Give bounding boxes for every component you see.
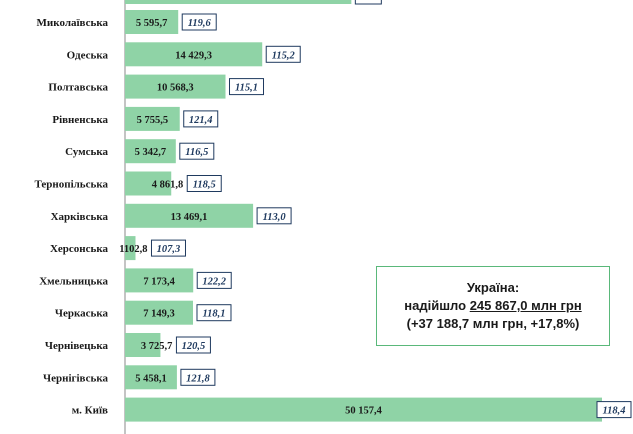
value-label: 50 157,4 — [345, 406, 383, 417]
value-label: 4 861,8 — [152, 180, 184, 191]
value-label: 5 595,7 — [136, 18, 168, 29]
index-box — [150, 239, 186, 257]
index-label: 120,5 — [182, 341, 206, 352]
index-label: 113,0 — [263, 212, 287, 223]
index-label: 107,3 — [157, 244, 181, 255]
region-label: Сумська — [65, 146, 108, 158]
value-label: 10 568,3 — [157, 83, 194, 94]
index-label: 122,2 — [202, 276, 226, 287]
summary-amount: 245 867,0 млн грн — [469, 298, 582, 313]
region-label: Черкаська — [55, 308, 109, 320]
index-box — [596, 401, 632, 419]
index-label: 121,4 — [189, 115, 213, 126]
value-label: 1102,8 — [119, 244, 147, 255]
index-label: 119,6 — [188, 18, 212, 29]
index-label: 121,8 — [186, 373, 210, 384]
region-label: Тернопільська — [34, 179, 108, 191]
bar — [125, 300, 193, 325]
index-box — [196, 271, 232, 289]
index-box — [183, 110, 219, 128]
bar — [125, 236, 136, 261]
bar — [125, 397, 602, 422]
index-label: 118,1 — [202, 309, 225, 320]
index-label: 115,1 — [235, 83, 258, 94]
region-label: Одеська — [67, 49, 109, 61]
index-label: 118,5 — [193, 180, 216, 191]
summary-change: (+37 188,7 млн грн, +17,8%) — [406, 316, 580, 331]
region-label: Чернівецька — [45, 340, 109, 352]
bar — [125, 365, 177, 390]
index-box — [186, 175, 222, 192]
index-box — [179, 142, 215, 160]
summary-amount-prefix: надійшло — [404, 298, 470, 313]
index-label: 116,5 — [185, 147, 208, 158]
index-box — [256, 207, 292, 225]
bar — [125, 139, 176, 164]
bar — [125, 171, 172, 196]
index-label: 115,2 — [272, 50, 296, 61]
value-label: 5 755,5 — [137, 115, 169, 126]
value-label: 14 429,3 — [175, 50, 212, 61]
index-box — [181, 13, 217, 31]
summary-box: Україна: надійшло 245 867,0 млн грн (+37… — [376, 266, 610, 346]
value-label: 7 173,4 — [143, 276, 175, 287]
value-label: 5 342,7 — [135, 147, 167, 158]
index-box-partial-top — [354, 0, 382, 5]
region-label: Херсонська — [50, 243, 109, 255]
summary-amount-line: надійшло 245 867,0 млн грн — [404, 297, 581, 315]
region-label: Миколаївська — [37, 17, 109, 29]
index-box — [265, 45, 301, 63]
bar — [125, 203, 254, 228]
summary-title: Україна: — [466, 280, 520, 295]
region-label: Полтавська — [48, 82, 108, 94]
index-box — [180, 368, 216, 386]
index-box — [196, 304, 232, 322]
region-label: м. Київ — [72, 405, 108, 417]
region-label: Чернігівська — [43, 372, 108, 384]
bar — [125, 106, 180, 131]
bar-partial-top — [125, 0, 352, 4]
value-label: 13 469,1 — [171, 212, 208, 223]
bar — [125, 42, 263, 67]
region-label: Харківська — [51, 211, 109, 223]
value-label: 7 149,3 — [143, 309, 175, 320]
index-label: 118,4 — [602, 406, 625, 417]
bar — [125, 333, 161, 357]
region-label: Рівненська — [52, 114, 108, 126]
bar — [125, 74, 226, 99]
value-label: 5 458,1 — [135, 373, 167, 384]
bar — [125, 10, 179, 34]
index-box — [229, 78, 265, 96]
value-label: 3 725,7 — [141, 341, 173, 352]
index-box — [175, 336, 211, 354]
bar — [125, 268, 194, 293]
region-label: Хмельницька — [39, 275, 108, 287]
